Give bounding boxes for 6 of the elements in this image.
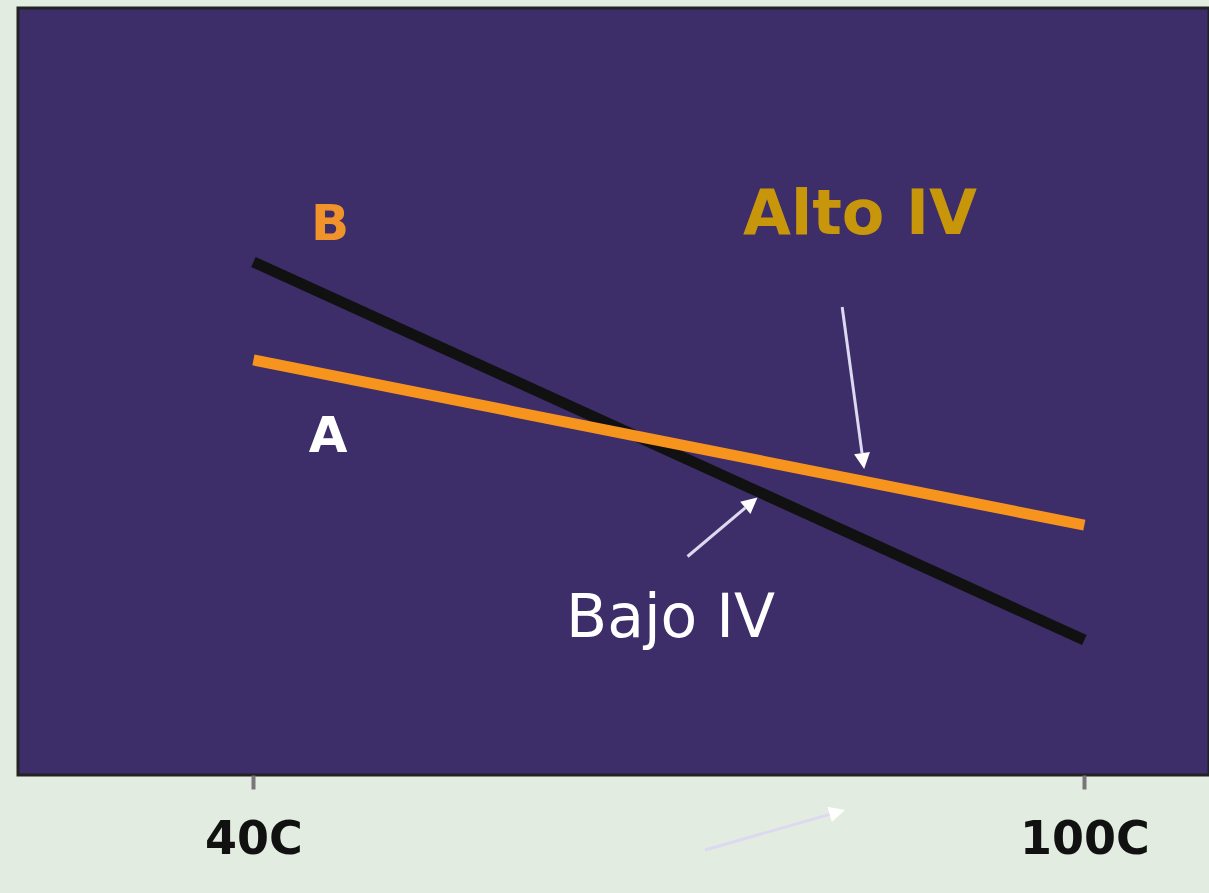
annotation: Bajo IV: [565, 581, 776, 652]
x-tick-label: 100C: [1019, 810, 1150, 865]
text: Alto IV: [742, 176, 978, 249]
text: B: [310, 194, 350, 252]
x-tick-label: 40C: [205, 810, 303, 865]
annotation: A: [308, 406, 348, 464]
